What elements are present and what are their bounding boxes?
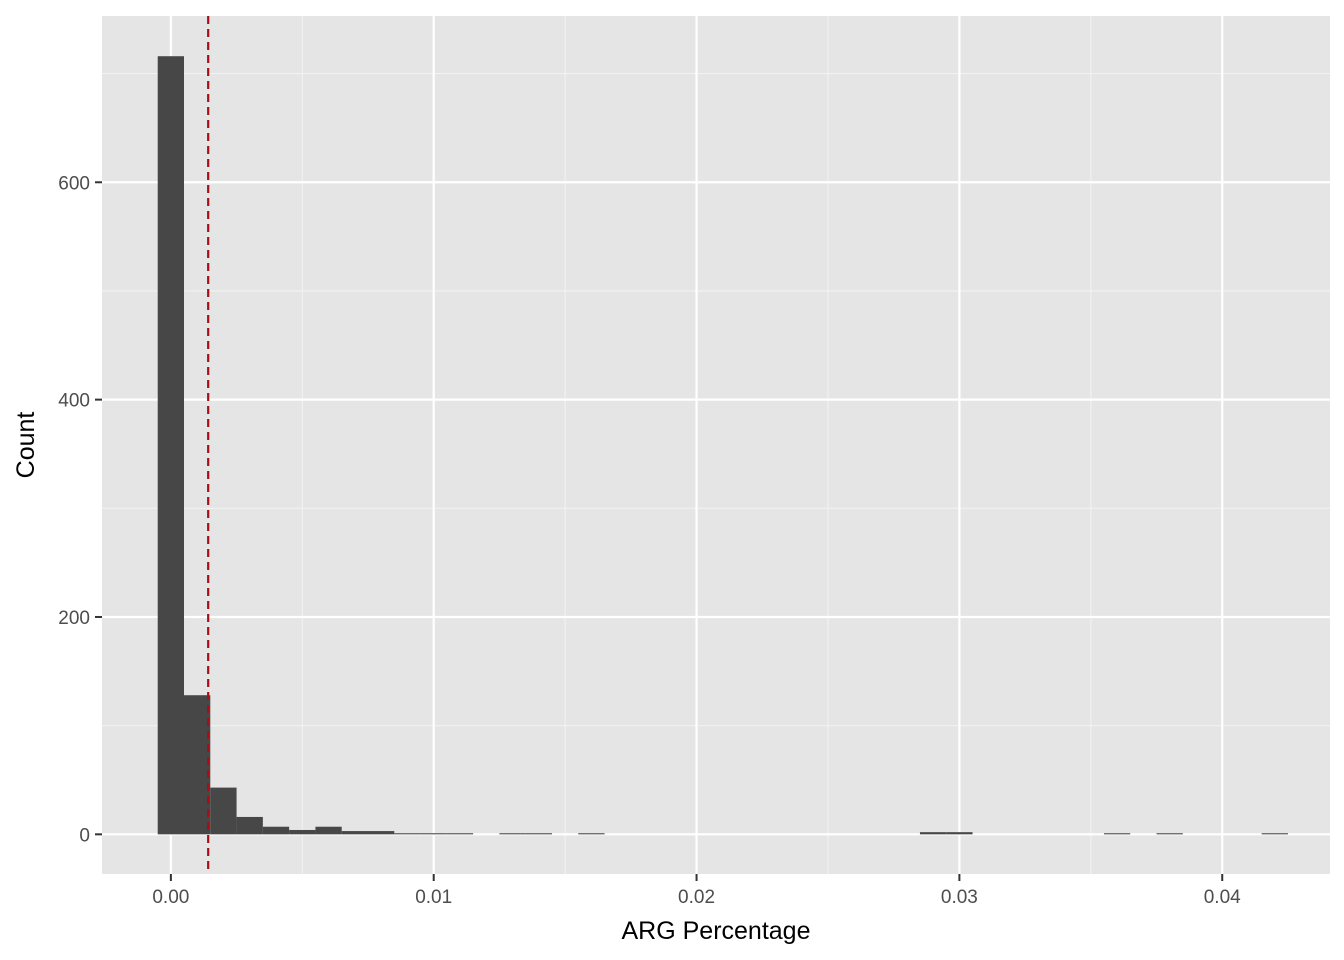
x-tick-label: 0.04 — [1204, 887, 1241, 908]
histogram-bar — [157, 56, 185, 835]
y-axis-tick-labels: 0 200 400 600 — [58, 173, 90, 846]
y-tick-label: 400 — [58, 391, 90, 412]
x-tick-label: 0.00 — [152, 887, 189, 908]
histogram-bar — [289, 829, 316, 835]
histogram-bar — [210, 787, 237, 835]
y-tick-label: 200 — [58, 608, 90, 629]
x-axis-tick-labels: 0.00 0.01 0.02 0.03 0.04 — [152, 887, 1241, 908]
histogram-bar — [446, 833, 474, 835]
x-tick-label: 0.01 — [415, 887, 452, 908]
plot-panel — [102, 16, 1330, 874]
histogram-bar — [184, 695, 211, 835]
y-tick-label: 600 — [58, 173, 90, 194]
histogram-bar — [1156, 833, 1183, 835]
minor-gridlines — [102, 16, 1330, 874]
histogram-bar — [236, 816, 263, 835]
histogram-bar — [946, 832, 973, 835]
histogram-bar — [1261, 833, 1288, 835]
histogram-bar — [420, 833, 447, 835]
histogram-bar — [1103, 833, 1131, 835]
histogram-bar — [367, 831, 395, 835]
y-axis-title: Count — [12, 412, 40, 479]
x-tick-label: 0.02 — [678, 887, 715, 908]
histogram-bar — [394, 833, 421, 835]
axis-ticks — [95, 181, 1224, 881]
histogram-bar — [341, 831, 368, 835]
histogram-bar — [499, 833, 526, 835]
x-tick-label: 0.03 — [941, 887, 978, 908]
histogram-bar — [315, 826, 342, 835]
x-axis-title: ARG Percentage — [622, 917, 811, 945]
histogram-bar — [919, 832, 947, 835]
histogram-bar — [262, 826, 290, 835]
histogram-bar — [525, 833, 552, 835]
histogram-bars — [157, 56, 1288, 835]
histogram-bar — [578, 833, 605, 835]
y-tick-label: 0 — [79, 825, 90, 846]
